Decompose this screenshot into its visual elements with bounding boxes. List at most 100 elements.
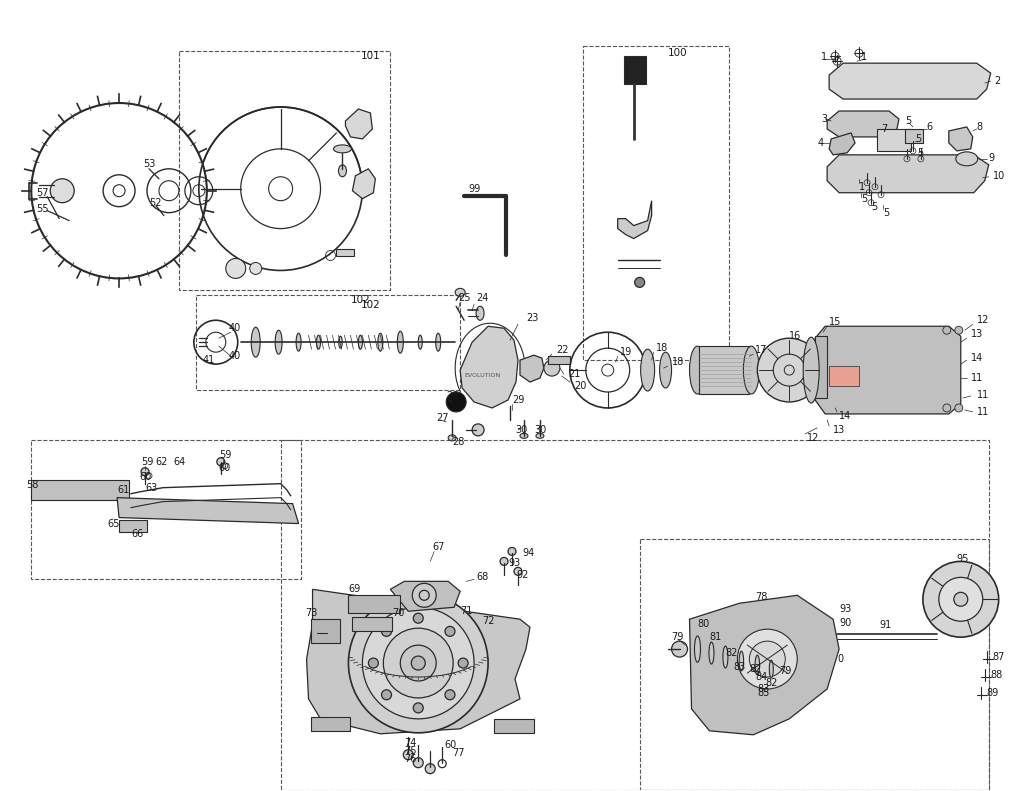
Text: 72: 72 — [482, 616, 495, 626]
Circle shape — [425, 763, 435, 774]
Text: 6: 6 — [927, 122, 933, 132]
Circle shape — [414, 613, 423, 623]
Text: 83: 83 — [758, 684, 770, 694]
Text: 21: 21 — [568, 369, 581, 379]
Circle shape — [413, 583, 436, 607]
Circle shape — [954, 404, 963, 412]
Circle shape — [217, 458, 225, 466]
Polygon shape — [827, 155, 989, 193]
Text: 14: 14 — [839, 411, 851, 421]
Circle shape — [943, 326, 951, 335]
Polygon shape — [815, 326, 961, 414]
Text: 25: 25 — [458, 293, 471, 303]
Circle shape — [382, 690, 391, 700]
Text: 13: 13 — [971, 329, 983, 339]
Text: 82: 82 — [725, 648, 738, 658]
Text: 9: 9 — [989, 153, 995, 163]
Text: 92: 92 — [516, 570, 528, 581]
Text: 78: 78 — [756, 592, 768, 602]
Bar — [905, 129, 923, 143]
Text: 29: 29 — [512, 395, 524, 405]
Text: 76: 76 — [404, 754, 417, 764]
Ellipse shape — [955, 152, 978, 166]
Circle shape — [348, 593, 488, 732]
Text: 1: 1 — [821, 52, 827, 62]
Text: 0: 0 — [837, 654, 843, 664]
Bar — [640, 539, 989, 789]
Text: 18: 18 — [655, 343, 668, 353]
Text: 11: 11 — [977, 390, 989, 400]
Text: 65: 65 — [108, 519, 120, 528]
Text: 7: 7 — [881, 124, 887, 134]
Circle shape — [954, 326, 963, 335]
Circle shape — [403, 750, 414, 759]
Polygon shape — [829, 133, 855, 155]
Circle shape — [923, 562, 998, 637]
Text: 101: 101 — [360, 51, 380, 61]
Ellipse shape — [339, 336, 342, 348]
Ellipse shape — [803, 337, 819, 403]
Circle shape — [939, 577, 983, 621]
Text: 60: 60 — [219, 463, 231, 473]
Polygon shape — [345, 109, 373, 139]
Text: 61: 61 — [117, 485, 129, 494]
Text: 80: 80 — [697, 619, 710, 629]
Circle shape — [943, 404, 951, 412]
Bar — [337, 248, 354, 256]
Text: 64: 64 — [173, 456, 185, 467]
Ellipse shape — [275, 330, 283, 354]
Text: 26: 26 — [446, 391, 459, 401]
Circle shape — [445, 626, 455, 636]
Text: 95: 95 — [956, 554, 969, 565]
Text: 30: 30 — [515, 425, 527, 435]
Text: 91: 91 — [879, 620, 891, 630]
Bar — [548, 356, 569, 364]
Bar — [494, 719, 534, 732]
Ellipse shape — [536, 433, 544, 438]
Text: 73: 73 — [305, 608, 317, 619]
Text: 28: 28 — [453, 437, 465, 447]
Text: 102: 102 — [350, 295, 371, 305]
Ellipse shape — [334, 145, 351, 153]
Ellipse shape — [755, 655, 760, 675]
Text: 23: 23 — [526, 313, 539, 324]
Text: 1: 1 — [859, 182, 865, 191]
Circle shape — [508, 547, 516, 555]
Polygon shape — [460, 326, 518, 408]
Ellipse shape — [476, 306, 484, 320]
Ellipse shape — [769, 660, 773, 678]
Bar — [583, 46, 729, 360]
Text: 57: 57 — [36, 187, 49, 198]
Text: 69: 69 — [348, 585, 360, 594]
Ellipse shape — [723, 646, 728, 668]
Bar — [829, 366, 859, 386]
Circle shape — [50, 179, 74, 202]
Bar — [699, 346, 750, 394]
Text: 40: 40 — [228, 324, 241, 333]
Bar — [348, 596, 400, 613]
Bar — [179, 51, 390, 290]
Polygon shape — [617, 201, 651, 239]
Ellipse shape — [739, 651, 743, 671]
Text: 71: 71 — [460, 606, 472, 616]
Circle shape — [544, 360, 560, 376]
Text: 58: 58 — [27, 479, 39, 490]
Text: 15: 15 — [829, 317, 842, 327]
Text: 5: 5 — [905, 116, 911, 126]
Text: 90: 90 — [839, 619, 851, 628]
Circle shape — [400, 645, 436, 681]
Polygon shape — [829, 63, 990, 99]
Text: 11: 11 — [977, 407, 989, 417]
Text: 12: 12 — [977, 316, 989, 325]
Text: 89: 89 — [987, 688, 999, 698]
Circle shape — [412, 656, 425, 670]
Text: 24: 24 — [476, 293, 488, 303]
Text: 5: 5 — [916, 148, 924, 158]
Bar — [119, 520, 147, 532]
Circle shape — [362, 607, 474, 719]
Ellipse shape — [709, 642, 714, 664]
Text: 66: 66 — [131, 528, 143, 539]
Polygon shape — [520, 355, 544, 382]
Text: 102: 102 — [360, 301, 380, 310]
Text: 74: 74 — [404, 738, 417, 747]
